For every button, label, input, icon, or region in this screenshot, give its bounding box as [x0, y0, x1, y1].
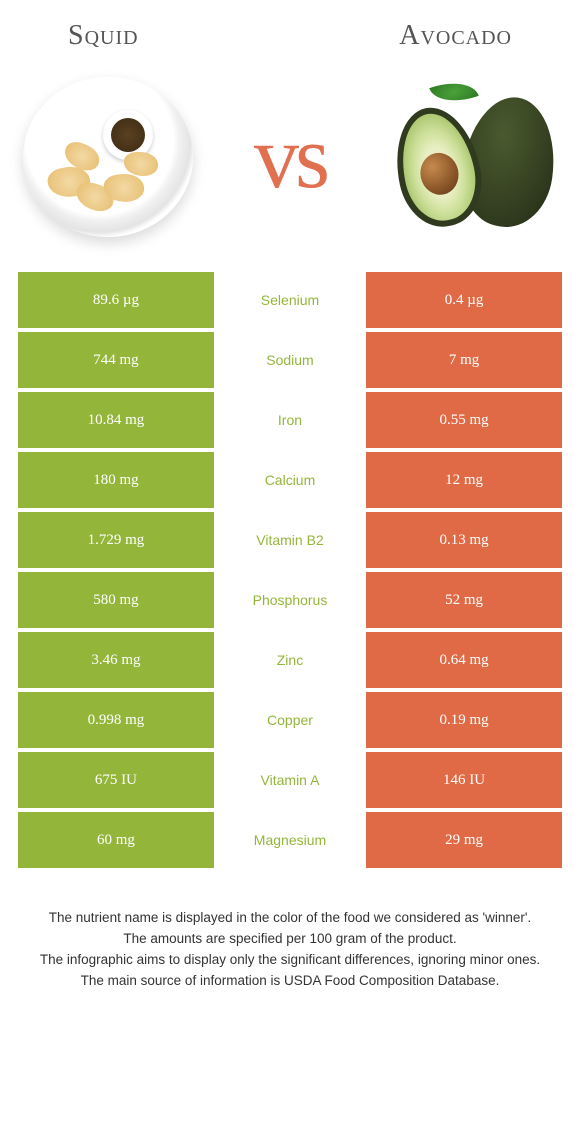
title-left: Squid — [68, 20, 139, 52]
nutrient-label: Phosphorus — [214, 572, 366, 628]
value-avocado: 0.64 mg — [366, 632, 562, 688]
value-avocado: 52 mg — [366, 572, 562, 628]
value-avocado: 146 IU — [366, 752, 562, 808]
value-avocado: 7 mg — [366, 332, 562, 388]
value-squid: 580 mg — [18, 572, 214, 628]
value-avocado: 0.55 mg — [366, 392, 562, 448]
footer-line: The nutrient name is displayed in the co… — [28, 908, 552, 929]
value-squid: 0.998 mg — [18, 692, 214, 748]
value-avocado: 0.13 mg — [366, 512, 562, 568]
value-avocado: 29 mg — [366, 812, 562, 868]
table-row: 3.46 mgZinc0.64 mg — [18, 632, 562, 688]
table-row: 10.84 mgIron0.55 mg — [18, 392, 562, 448]
value-squid: 1.729 mg — [18, 512, 214, 568]
table-row: 675 IUVitamin A146 IU — [18, 752, 562, 808]
table-row: 1.729 mgVitamin B20.13 mg — [18, 512, 562, 568]
value-avocado: 0.19 mg — [366, 692, 562, 748]
table-row: 180 mgCalcium12 mg — [18, 452, 562, 508]
value-squid: 3.46 mg — [18, 632, 214, 688]
vs-label: vs — [254, 106, 326, 209]
footer-line: The infographic aims to display only the… — [28, 950, 552, 971]
value-squid: 675 IU — [18, 752, 214, 808]
avocado-image — [382, 72, 562, 242]
table-row: 89.6 µgSelenium0.4 µg — [18, 272, 562, 328]
nutrient-label: Magnesium — [214, 812, 366, 868]
nutrient-label: Copper — [214, 692, 366, 748]
title-right: Avocado — [399, 20, 512, 52]
value-avocado: 12 mg — [366, 452, 562, 508]
nutrient-label: Zinc — [214, 632, 366, 688]
value-avocado: 0.4 µg — [366, 272, 562, 328]
value-squid: 89.6 µg — [18, 272, 214, 328]
nutrient-label: Vitamin A — [214, 752, 366, 808]
value-squid: 60 mg — [18, 812, 214, 868]
squid-image — [18, 72, 198, 242]
table-row: 0.998 mgCopper0.19 mg — [18, 692, 562, 748]
nutrient-label: Calcium — [214, 452, 366, 508]
footer-notes: The nutrient name is displayed in the co… — [18, 908, 562, 992]
table-row: 744 mgSodium7 mg — [18, 332, 562, 388]
value-squid: 180 mg — [18, 452, 214, 508]
comparison-table: 89.6 µgSelenium0.4 µg744 mgSodium7 mg10.… — [18, 272, 562, 868]
nutrient-label: Vitamin B2 — [214, 512, 366, 568]
table-row: 60 mgMagnesium29 mg — [18, 812, 562, 868]
nutrient-label: Selenium — [214, 272, 366, 328]
nutrient-label: Sodium — [214, 332, 366, 388]
value-squid: 744 mg — [18, 332, 214, 388]
footer-line: The amounts are specified per 100 gram o… — [28, 929, 552, 950]
value-squid: 10.84 mg — [18, 392, 214, 448]
hero: vs — [18, 62, 562, 272]
footer-line: The main source of information is USDA F… — [28, 971, 552, 992]
header: Squid Avocado — [18, 20, 562, 62]
table-row: 580 mgPhosphorus52 mg — [18, 572, 562, 628]
nutrient-label: Iron — [214, 392, 366, 448]
